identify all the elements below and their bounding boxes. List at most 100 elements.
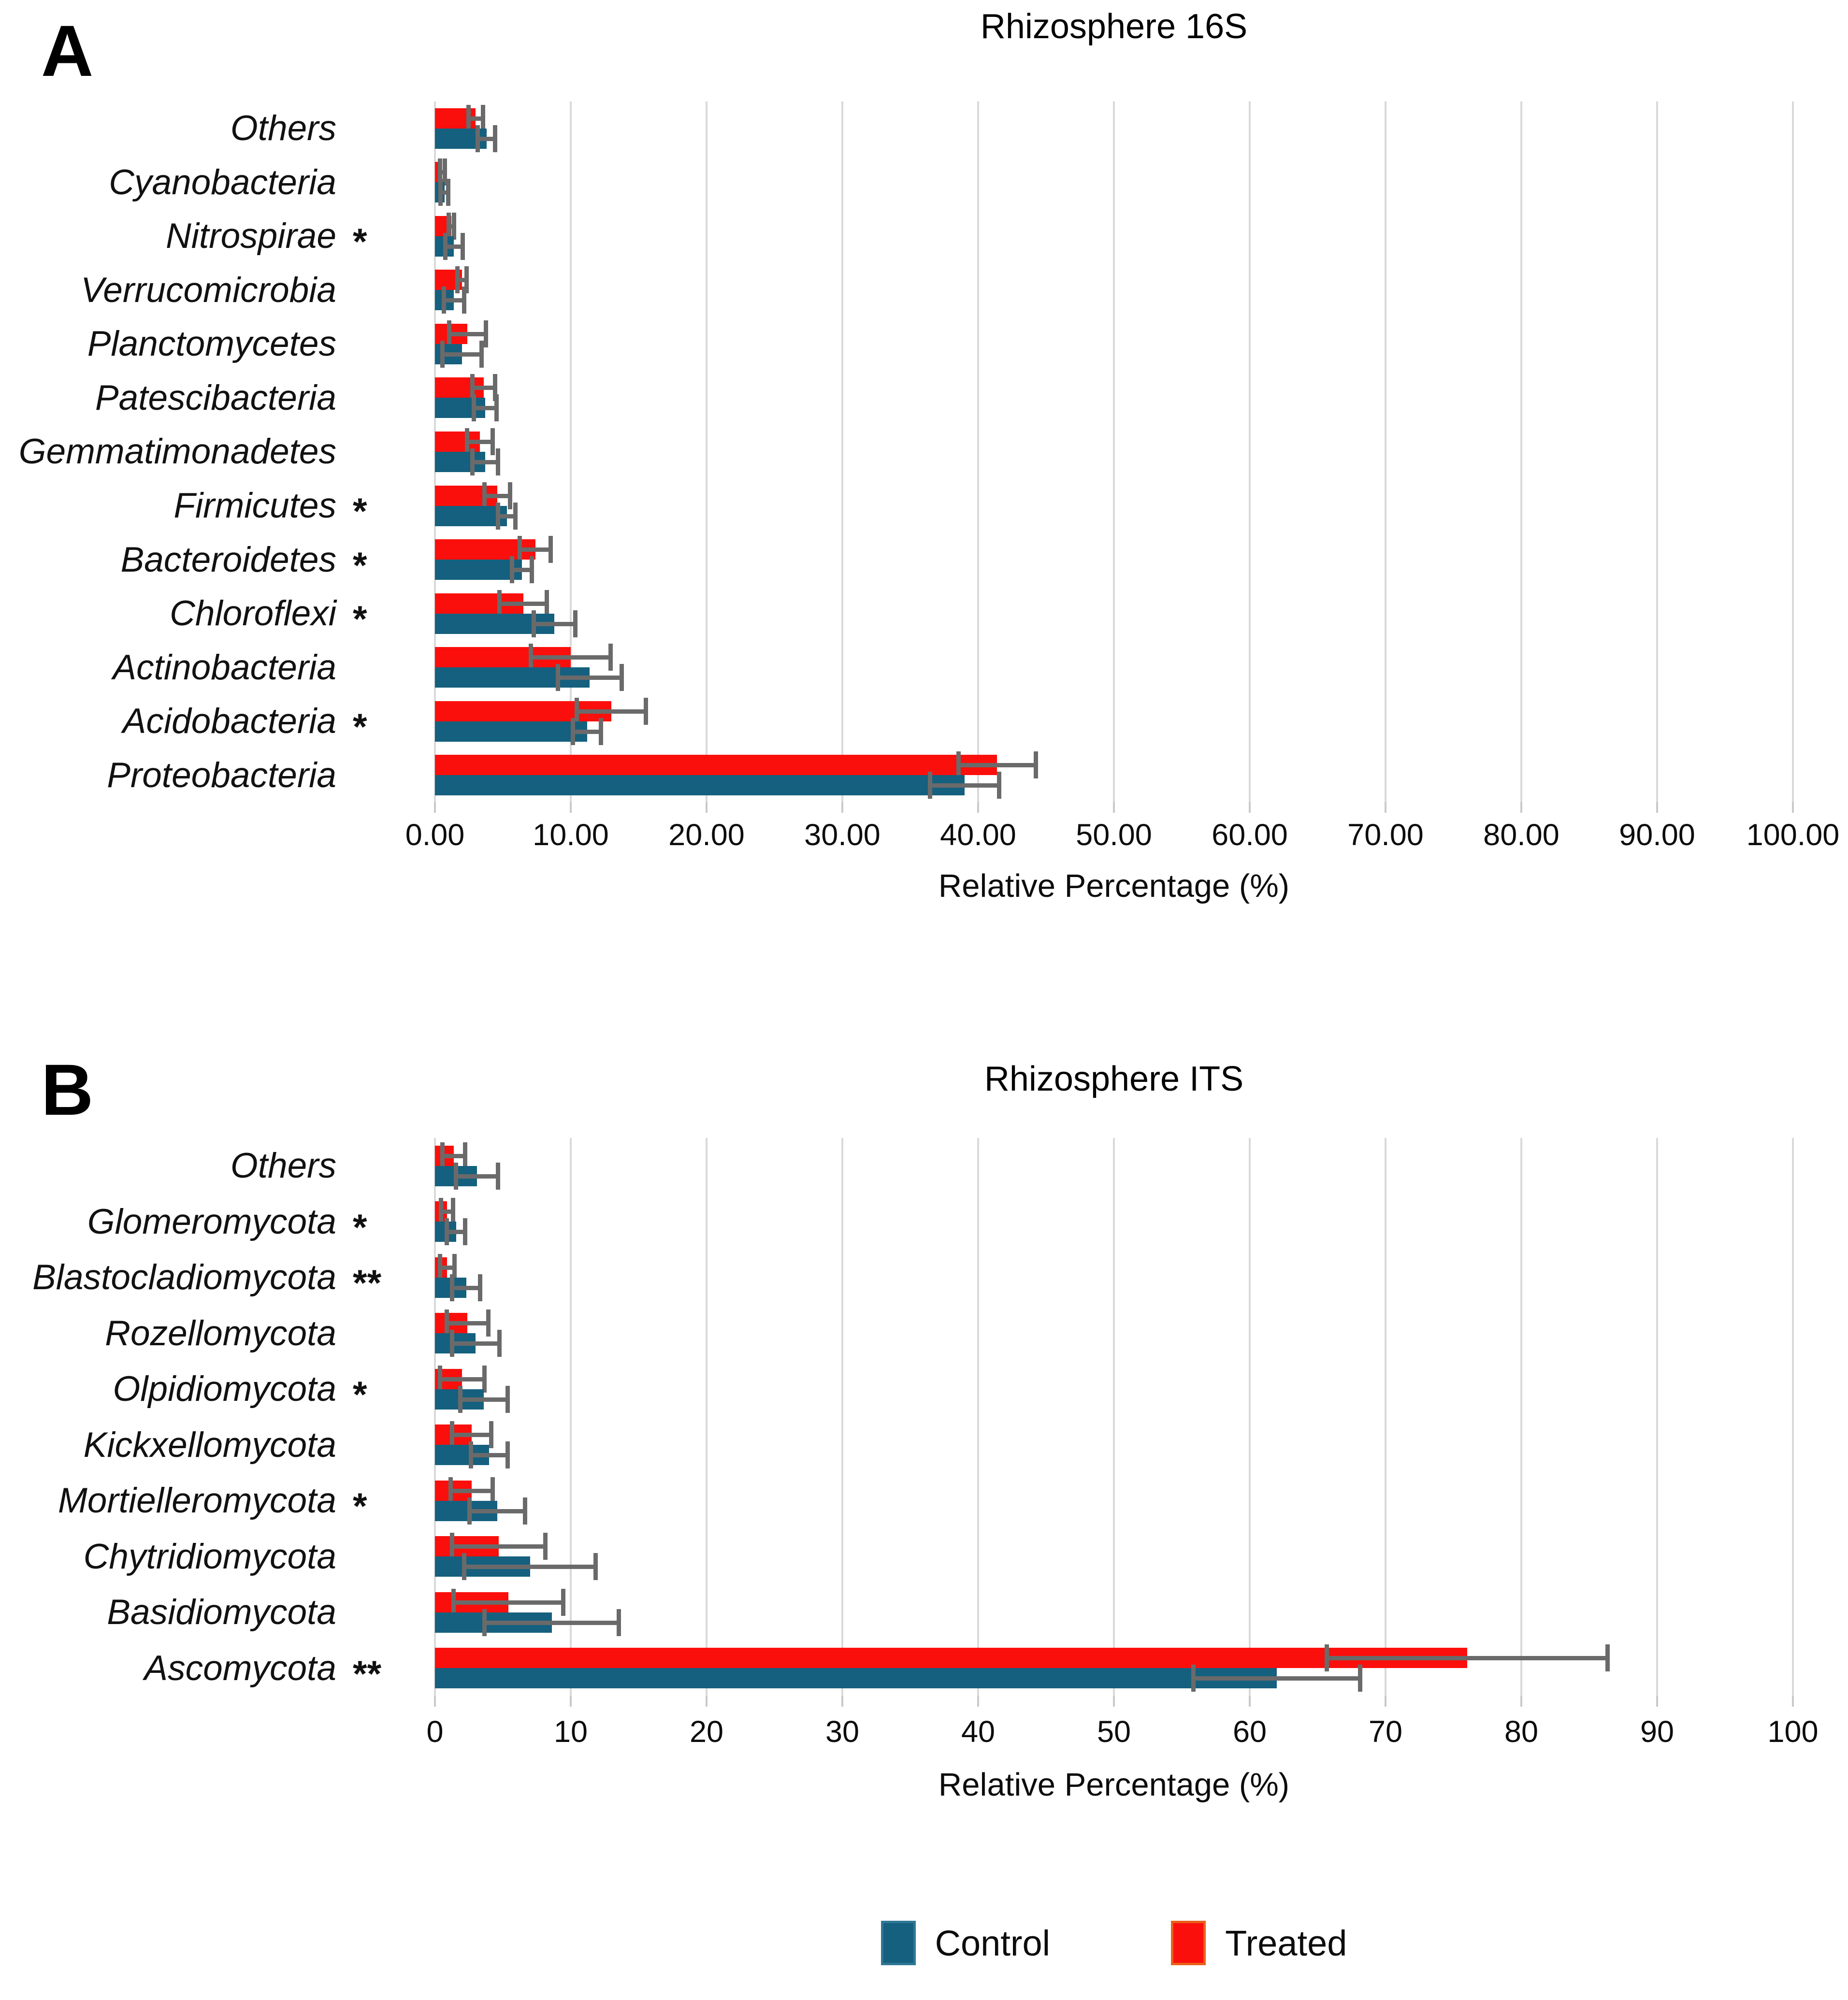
error-bar xyxy=(470,386,498,390)
error-bar-cap xyxy=(462,287,466,314)
error-bar xyxy=(482,1620,621,1625)
error-bar xyxy=(575,709,649,714)
legend-item-control: Control xyxy=(881,1921,1050,1965)
error-bar-cap xyxy=(996,772,1001,799)
x-tick-label: 50.00 xyxy=(1076,818,1152,852)
x-tick-label: 10 xyxy=(553,1715,588,1749)
error-bar xyxy=(1324,1656,1610,1661)
category-label-row: Chloroflexi * xyxy=(0,587,425,641)
axis-tick xyxy=(706,1696,707,1707)
error-bar xyxy=(449,1544,548,1549)
gridline xyxy=(1792,1138,1794,1696)
error-bar xyxy=(442,298,466,303)
error-bar xyxy=(443,244,465,249)
error-bar xyxy=(470,460,500,464)
error-bar-cap xyxy=(599,718,604,745)
category-label-row: Mortielleromycota * xyxy=(0,1473,425,1529)
error-bar-cap xyxy=(464,428,469,455)
panel-b-category-labels: Others Glomeromycota * Blastocladiomycota **… xyxy=(0,1138,425,1696)
error-bar-cap xyxy=(437,1253,442,1281)
bar-row xyxy=(435,1250,1793,1306)
category-label-row: Verrucomicrobia xyxy=(0,263,425,317)
error-bar-cap xyxy=(543,1533,548,1560)
error-bar-cap xyxy=(489,1421,493,1449)
error-bar-cap xyxy=(497,1330,502,1357)
gridline xyxy=(1656,101,1658,802)
panel-a-x-axis-label: Relative Percentage (%) xyxy=(938,868,1290,904)
x-tick-label: 80 xyxy=(1504,1715,1539,1749)
category-label: Patescibacteria xyxy=(95,378,336,417)
error-bar-cap xyxy=(486,1309,491,1337)
category-label: Mortielleromycota xyxy=(58,1481,336,1521)
bar-pair xyxy=(435,212,1793,260)
bar-row xyxy=(435,1361,1793,1417)
gridline xyxy=(1656,1138,1658,1696)
error-bar xyxy=(482,493,513,498)
panel-b-letter: B xyxy=(41,1049,94,1130)
gridline xyxy=(1520,1138,1522,1696)
error-bar-cap xyxy=(439,1198,444,1225)
gridline xyxy=(706,101,707,802)
error-bar xyxy=(466,116,485,121)
gridline xyxy=(570,101,572,802)
error-bar-cap xyxy=(956,751,961,779)
error-bar-cap xyxy=(480,104,485,132)
error-bar-cap xyxy=(464,266,469,294)
gridline xyxy=(1113,1138,1115,1696)
significance-marker: * xyxy=(353,491,367,532)
category-label-row: Nitrospirae * xyxy=(0,209,425,263)
error-bar-cap xyxy=(438,179,443,206)
error-bar-cap xyxy=(508,482,513,509)
error-bar-cap xyxy=(444,1218,449,1246)
category-label: Chloroflexi xyxy=(170,594,336,633)
category-label: Verrucomicrobia xyxy=(81,270,336,310)
x-tick-label: 20.00 xyxy=(668,818,745,852)
axis-tick xyxy=(570,1696,572,1707)
error-bar-cap xyxy=(454,1162,459,1190)
x-tick-label: 0 xyxy=(426,1715,444,1749)
error-bar-cap xyxy=(513,502,518,530)
bar-control-acidobacteria xyxy=(435,721,587,742)
category-label-row: Gemmatimonadetes xyxy=(0,425,425,479)
bar-pair xyxy=(435,104,1793,152)
category-label-row: Firmicutes * xyxy=(0,479,425,533)
error-bar xyxy=(1191,1676,1363,1681)
error-bar-cap xyxy=(593,1553,598,1581)
category-label: Actinobacteria xyxy=(113,647,336,687)
gridline xyxy=(1249,1138,1251,1696)
category-label: Planctomycetes xyxy=(87,324,336,364)
error-bar xyxy=(464,439,495,444)
bar-pair xyxy=(435,320,1793,368)
category-label-row: Glomeromycota * xyxy=(0,1194,425,1250)
category-label: Others xyxy=(230,109,336,148)
error-bar xyxy=(571,729,604,734)
error-bar xyxy=(469,1453,510,1458)
error-bar-cap xyxy=(437,158,442,186)
bar-row xyxy=(435,694,1793,748)
error-bar xyxy=(496,514,518,518)
error-bar-cap xyxy=(462,1553,467,1581)
gridline xyxy=(570,1138,572,1696)
bar-control-bacteroidetes xyxy=(435,560,522,580)
gridline xyxy=(841,101,843,802)
category-label: Bacteroidetes xyxy=(120,540,336,579)
bar-row xyxy=(435,209,1793,263)
bar-row xyxy=(435,317,1793,371)
axis-tick xyxy=(1113,802,1115,813)
error-bar-cap xyxy=(476,125,480,152)
bar-row xyxy=(435,1529,1793,1585)
error-bar-cap xyxy=(460,232,465,260)
bar-row xyxy=(435,371,1793,425)
category-label: Ascomycota xyxy=(144,1648,336,1688)
bar-control-proteobacteria xyxy=(435,775,965,796)
error-bar xyxy=(509,568,534,573)
x-tick-label: 100 xyxy=(1767,1715,1819,1749)
error-bar-cap xyxy=(449,1533,454,1560)
x-tick-label: 60.00 xyxy=(1212,818,1288,852)
error-bar-cap xyxy=(616,1609,621,1636)
error-bar-cap xyxy=(452,1253,457,1281)
error-bar-cap xyxy=(446,212,451,240)
error-bar xyxy=(497,601,549,606)
error-bar-cap xyxy=(523,1497,528,1525)
